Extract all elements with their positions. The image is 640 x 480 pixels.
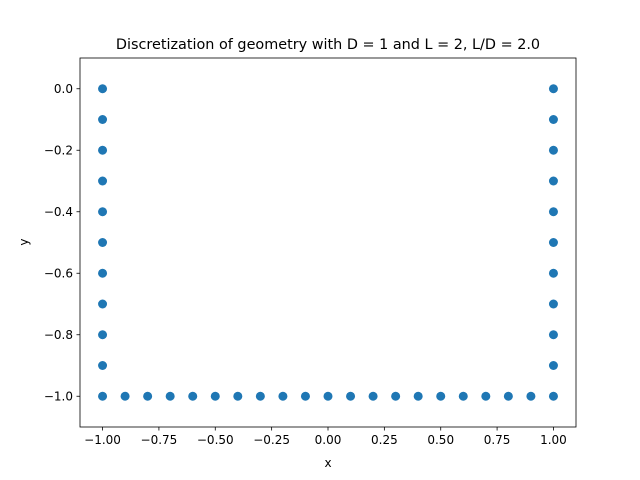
y-tick-label: −0.2	[44, 143, 73, 157]
data-point	[436, 391, 446, 401]
x-axis-label: x	[324, 456, 331, 470]
data-point	[210, 391, 220, 401]
data-point	[413, 391, 423, 401]
x-tick-label: 1.00	[540, 433, 567, 447]
data-point	[346, 391, 356, 401]
data-point	[255, 391, 265, 401]
data-point	[548, 299, 558, 309]
data-point	[368, 391, 378, 401]
data-point	[98, 84, 108, 94]
data-point	[120, 391, 130, 401]
x-tick-label: −0.50	[197, 433, 234, 447]
data-point	[98, 115, 108, 124]
x-tick-label: −0.75	[141, 433, 178, 447]
x-tick-label: 0.75	[484, 433, 511, 447]
data-point	[165, 391, 175, 401]
data-point	[98, 145, 108, 155]
data-point	[98, 330, 108, 340]
data-point	[278, 391, 288, 401]
y-tick-label: −0.4	[44, 205, 73, 219]
x-tick-label: 0.25	[371, 433, 398, 447]
x-tick-label: −1.00	[84, 433, 121, 447]
data-point	[548, 238, 558, 247]
data-point	[391, 391, 401, 401]
data-point	[98, 207, 108, 217]
x-tick-label: −0.25	[253, 433, 290, 447]
data-points	[98, 84, 558, 401]
data-point	[548, 268, 558, 278]
chart-title: Discretization of geometry with D = 1 an…	[116, 37, 540, 53]
data-point	[548, 145, 558, 155]
y-tick-label: 0.0	[54, 82, 73, 96]
data-point	[526, 391, 536, 401]
y-tick-label: −0.6	[44, 266, 73, 280]
data-point	[548, 176, 558, 186]
y-axis-label: y	[17, 238, 31, 245]
data-point	[548, 330, 558, 340]
data-point	[98, 176, 108, 186]
data-point	[98, 391, 108, 401]
data-point	[458, 391, 468, 401]
data-point	[98, 361, 108, 370]
data-point	[98, 238, 108, 247]
plot-area	[79, 57, 577, 428]
data-point	[548, 84, 558, 94]
data-point	[503, 391, 513, 401]
x-tick-label: 0.00	[315, 433, 342, 447]
y-axis-ticks: 0.0 −0.2 −0.4 −0.6 −0.8 −1.0	[44, 82, 80, 403]
data-point	[548, 115, 558, 124]
data-point	[143, 391, 153, 401]
x-axis-ticks: −1.00 −0.75 −0.50 −0.25 0.00 0.25 0.50 0.75 1.00	[84, 427, 567, 447]
data-point	[481, 391, 491, 401]
data-point	[323, 391, 333, 401]
data-point	[548, 361, 558, 370]
data-point	[98, 299, 108, 309]
data-point	[548, 391, 558, 401]
data-point	[98, 268, 108, 278]
data-point	[188, 391, 198, 401]
y-tick-label: −1.0	[44, 389, 73, 403]
data-point	[548, 207, 558, 217]
data-point	[300, 391, 310, 401]
y-tick-label: −0.8	[44, 328, 73, 342]
x-tick-label: 0.50	[427, 433, 454, 447]
data-point	[233, 391, 243, 401]
